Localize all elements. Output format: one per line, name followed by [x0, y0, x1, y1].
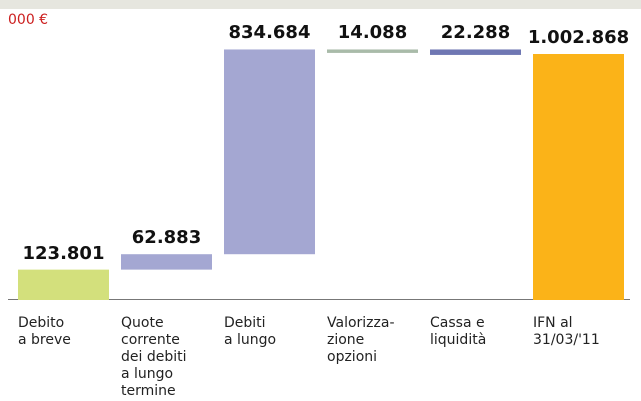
- category-label: Quote corrente dei debiti a lungo termin…: [121, 315, 187, 399]
- header-band: [0, 0, 641, 9]
- category-label: Debiti a lungo: [224, 315, 277, 348]
- bar: [224, 49, 315, 255]
- value-label: 123.801: [22, 242, 105, 264]
- category-label: Valorizza- zione opzioni: [327, 315, 395, 365]
- bar: [121, 254, 212, 270]
- bar: [18, 269, 109, 300]
- bar: [430, 49, 521, 55]
- bar: [533, 54, 624, 300]
- category-label: IFN al 31/03/'11: [533, 315, 600, 348]
- value-label: 1.002.868: [527, 27, 630, 48]
- unit-label: 000 €: [8, 12, 49, 28]
- bar: [327, 49, 418, 53]
- category-label: Debito a breve: [18, 315, 71, 348]
- category-label: Cassa e liquidità: [430, 315, 487, 348]
- value-label: 62.883: [131, 227, 202, 249]
- value-label: 834.684: [228, 22, 311, 44]
- value-label: 14.088: [337, 22, 408, 44]
- value-label: 22.288: [440, 22, 511, 44]
